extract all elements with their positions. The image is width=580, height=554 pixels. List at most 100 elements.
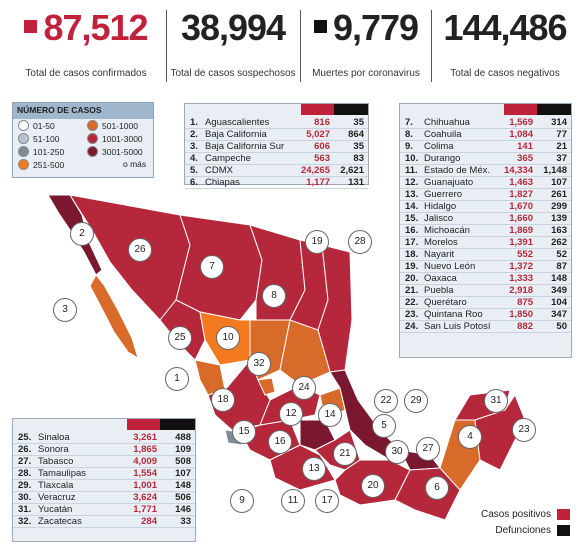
table-row: 11. Estado de Méx. 14,334 1,148 xyxy=(400,165,571,177)
table-row: 22. Querétaro 875 104 xyxy=(400,297,571,309)
map-label: 4 xyxy=(458,425,482,449)
map-label: 30 xyxy=(385,440,409,464)
map-label: 22 xyxy=(374,389,398,413)
map-label: 32 xyxy=(247,352,271,376)
row-number: 9. xyxy=(405,141,413,152)
state-name: Guanajuato xyxy=(424,177,474,188)
death-count: 35 xyxy=(353,141,364,152)
state-name: Tamaulipas xyxy=(38,468,87,479)
state-name: Jalisco xyxy=(424,213,454,224)
positive-count: 1,771 xyxy=(133,504,157,515)
swatch-icon xyxy=(18,146,29,157)
death-count: 33 xyxy=(180,516,191,527)
death-count: 87 xyxy=(556,261,567,272)
swatch-icon xyxy=(87,133,98,144)
table-row: 3. Baja California Sur 606 35 xyxy=(185,141,368,153)
table-row: 5. CDMX 24,265 2,621 xyxy=(185,165,368,177)
map-label: 16 xyxy=(268,430,292,454)
map-label: 3 xyxy=(53,298,77,322)
death-count: 50 xyxy=(556,321,567,332)
legend-item: o más xyxy=(123,159,147,169)
row-number: 3. xyxy=(190,141,198,152)
map-label: 31 xyxy=(484,389,508,413)
state-name: Baja California xyxy=(205,129,267,140)
row-number: 11. xyxy=(405,165,418,176)
row-number: 21. xyxy=(405,285,419,296)
positive-count: 1,827 xyxy=(509,189,533,200)
positive-header xyxy=(127,419,160,430)
death-count: 109 xyxy=(175,444,191,455)
state-name: Tabasco xyxy=(38,456,74,467)
map-label: 7 xyxy=(200,255,224,279)
death-count: 488 xyxy=(175,432,191,443)
map-label: 28 xyxy=(348,230,372,254)
death-count: 314 xyxy=(551,117,567,128)
legend-item: 1001-3000 xyxy=(87,133,143,144)
table-row: 18. Nayarit 552 52 xyxy=(400,249,571,261)
map-state xyxy=(257,377,276,396)
map-label: 23 xyxy=(512,418,536,442)
state-name: Veracruz xyxy=(38,492,76,503)
death-count: 2,621 xyxy=(340,165,364,176)
positive-count: 1,177 xyxy=(306,177,330,188)
positive-count: 552 xyxy=(517,249,533,260)
stat-negative: 144,486 Total de casos negativos xyxy=(443,7,567,80)
row-number: 28. xyxy=(18,468,32,479)
map-label: 18 xyxy=(211,388,235,412)
death-count: 148 xyxy=(551,273,567,284)
row-number: 15. xyxy=(405,213,419,224)
death-count: 347 xyxy=(551,309,567,320)
table-row: 13. Guerrero 1,827 261 xyxy=(400,189,571,201)
state-name: Hidalgo xyxy=(424,201,457,212)
row-number: 24. xyxy=(405,321,419,332)
table-row: 1. Aguascalientes 816 35 xyxy=(185,117,368,129)
state-name: Nuevo León xyxy=(424,261,476,272)
table-row: 26. Sonora 1,865 109 xyxy=(13,444,195,456)
table-row: 15. Jalisco 1,660 139 xyxy=(400,213,571,225)
row-number: 16. xyxy=(405,225,419,236)
table-row: 27. Tabasco 4,009 508 xyxy=(13,456,195,468)
red-square-icon xyxy=(24,19,38,33)
swatch-icon xyxy=(18,133,29,144)
positive-count: 606 xyxy=(314,141,330,152)
death-count: 1,148 xyxy=(543,165,567,176)
table-row: 32. Zacatecas 284 33 xyxy=(13,516,195,528)
death-count: 261 xyxy=(551,189,567,200)
state-name: Chiapas xyxy=(205,177,240,188)
positive-header xyxy=(301,104,334,115)
row-number: 14. xyxy=(405,201,419,212)
row-number: 6. xyxy=(190,177,198,188)
death-count: 299 xyxy=(551,201,567,212)
map-label: 29 xyxy=(404,389,428,413)
positive-count: 1,869 xyxy=(509,225,533,236)
legend-item: 251-500 xyxy=(18,159,64,170)
positive-count: 1,372 xyxy=(509,261,533,272)
death-count: 104 xyxy=(551,297,567,308)
positive-count: 24,265 xyxy=(300,165,330,176)
state-name: Querétaro xyxy=(424,297,467,308)
positive-swatch-icon xyxy=(557,509,570,520)
row-number: 4. xyxy=(190,153,198,164)
positive-count: 1,333 xyxy=(509,273,533,284)
positive-count: 1,391 xyxy=(509,237,533,248)
positive-count: 1,463 xyxy=(509,177,533,188)
positive-count: 3,624 xyxy=(133,492,157,503)
table-row: 17. Morelos 1,391 262 xyxy=(400,237,571,249)
row-number: 19. xyxy=(405,261,419,272)
map-label: 25 xyxy=(168,326,192,350)
positive-count: 14,334 xyxy=(503,165,533,176)
death-count: 21 xyxy=(556,141,567,152)
divider xyxy=(166,10,167,82)
row-number: 10. xyxy=(405,153,419,164)
row-number: 25. xyxy=(18,432,32,443)
state-name: Chihuahua xyxy=(424,117,470,128)
deaths-swatch-icon xyxy=(557,525,570,536)
table-row: 30. Veracruz 3,624 506 xyxy=(13,492,195,504)
row-number: 1. xyxy=(190,117,198,128)
death-count: 107 xyxy=(551,177,567,188)
states-table-b: 7. Chihuahua 1,569 314 8. Coahuila 1,084 77 9. Co… xyxy=(399,103,572,358)
table-row: 23. Quintana Roo 1,850 347 xyxy=(400,309,571,321)
death-count: 37 xyxy=(556,153,567,164)
positive-count: 2,918 xyxy=(509,285,533,296)
map-label: 11 xyxy=(281,489,305,513)
